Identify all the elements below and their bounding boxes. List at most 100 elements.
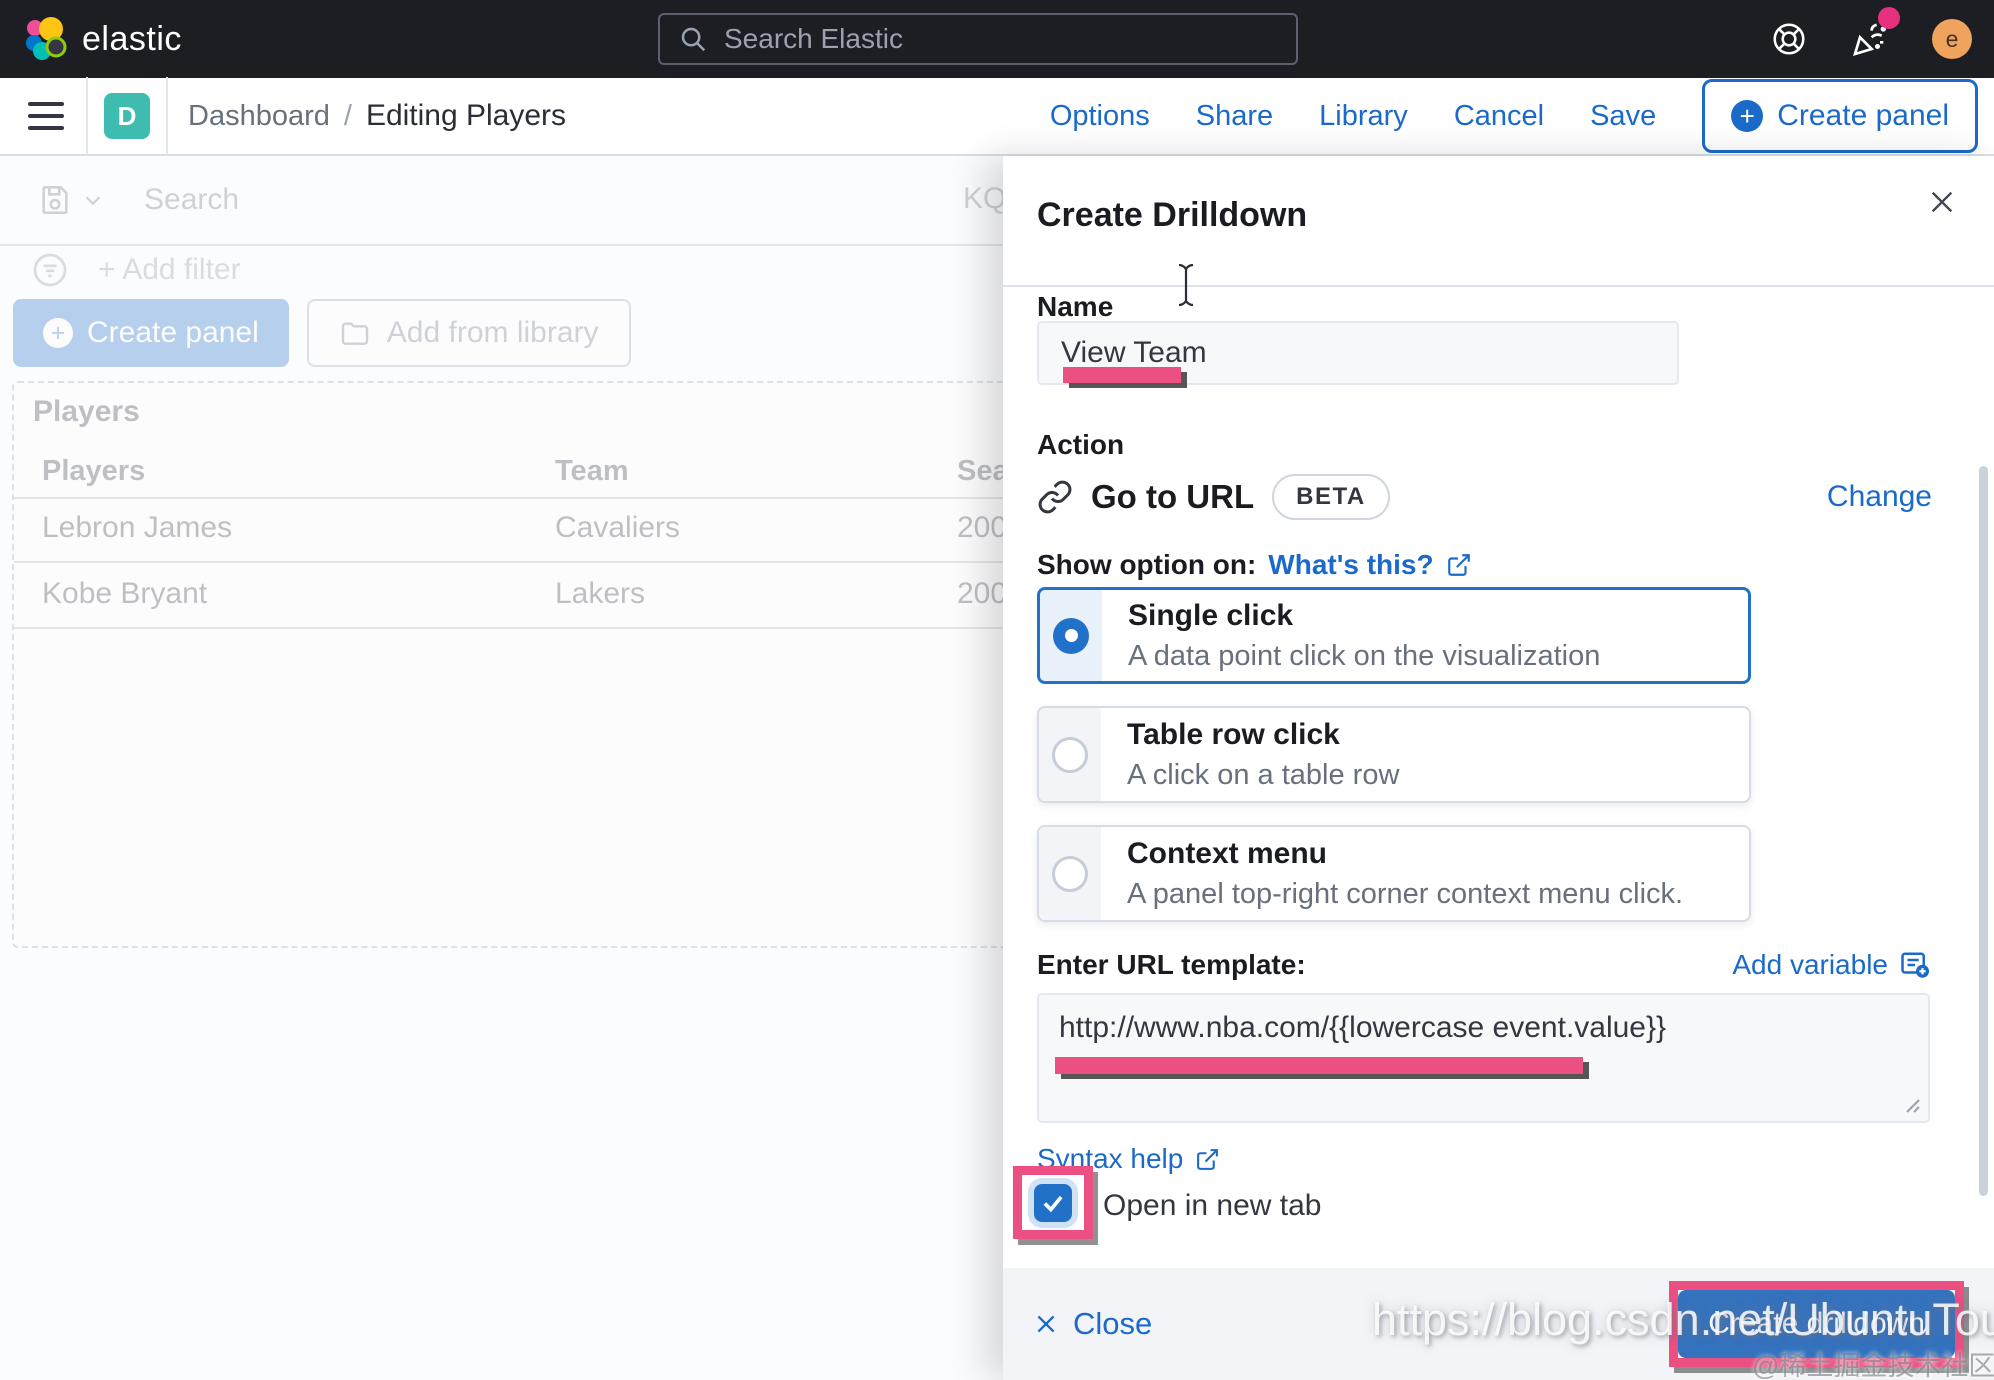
flyout-scrollbar[interactable] bbox=[1979, 466, 1988, 1196]
dashboard-badge[interactable]: D bbox=[104, 93, 150, 139]
show-option-row: Show option on: What's this? bbox=[1037, 549, 1472, 581]
search-icon bbox=[681, 27, 706, 52]
dimmed-content: Search KQ + Add filter + Create panel bbox=[0, 156, 1003, 1380]
change-action-link[interactable]: Change bbox=[1826, 480, 1932, 513]
open-new-tab-checkbox[interactable] bbox=[1034, 1183, 1072, 1222]
toolbar-actions: Options Share Library Cancel Save + Crea… bbox=[1050, 79, 1978, 153]
query-language-toggle[interactable]: KQ bbox=[963, 182, 1003, 215]
save-icon bbox=[42, 185, 68, 215]
url-template-textarea[interactable]: http://www.nba.com/{{lowercase event.val… bbox=[1037, 993, 1930, 1123]
breadcrumb-dashboard[interactable]: Dashboard bbox=[188, 99, 330, 132]
user-avatar[interactable]: e bbox=[1932, 19, 1972, 59]
action-label: Action bbox=[1037, 429, 1125, 460]
breadcrumb-current: Editing Players bbox=[365, 99, 567, 132]
radio-unselected-icon[interactable] bbox=[1052, 736, 1088, 773]
breadcrumb-separator: / bbox=[343, 99, 352, 132]
dashboard-toolbar: D Dashboard / Editing Players Options Sh… bbox=[0, 77, 1994, 156]
filter-bar: + Add filter bbox=[0, 248, 241, 292]
close-icon bbox=[1037, 1315, 1055, 1333]
external-link-icon bbox=[1197, 1148, 1219, 1170]
add-variable-link[interactable]: Add variable bbox=[1732, 949, 1930, 981]
create-panel-button[interactable]: + Create panel bbox=[1702, 79, 1978, 153]
whats-this-link[interactable]: What's this? bbox=[1268, 549, 1434, 580]
header-actions: e bbox=[1770, 0, 1972, 78]
brand: elastic bbox=[22, 16, 182, 62]
column-header-team[interactable]: Team bbox=[555, 455, 629, 487]
filter-icon bbox=[33, 253, 67, 287]
drilldown-name-input[interactable]: View Team bbox=[1037, 321, 1679, 385]
panel-title: Players bbox=[33, 395, 140, 428]
notification-dot bbox=[1878, 7, 1900, 29]
radio-unselected-icon[interactable] bbox=[1052, 855, 1088, 892]
players-panel[interactable]: Players Players Team Seas Lebron James C… bbox=[12, 381, 1003, 948]
pink-underline-annotation bbox=[1055, 1057, 1583, 1074]
close-flyout-button[interactable] bbox=[1926, 186, 1958, 218]
link-icon bbox=[1038, 480, 1072, 514]
name-value: View Team bbox=[1061, 336, 1207, 369]
elastic-logo-icon bbox=[26, 17, 67, 60]
action-row: Go to URL BETA Change bbox=[1037, 467, 1932, 527]
options-link[interactable]: Options bbox=[1049, 99, 1150, 132]
canvas-create-panel-button[interactable]: + Create panel bbox=[13, 299, 289, 367]
table-divider bbox=[14, 497, 1003, 499]
dashboard-canvas: Search KQ + Add filter + Create panel bbox=[0, 156, 1003, 1380]
show-option-label: Show option on: bbox=[1037, 549, 1257, 580]
close-icon bbox=[1931, 191, 1953, 213]
save-link[interactable]: Save bbox=[1590, 99, 1657, 132]
close-flyout-link[interactable]: Close bbox=[1033, 1306, 1152, 1342]
option-table-row-click[interactable]: Table row click A click on a table row bbox=[1037, 706, 1751, 803]
help-buoy-icon bbox=[1773, 23, 1805, 55]
column-header-season[interactable]: Seas bbox=[957, 455, 1003, 487]
check-icon bbox=[1043, 1195, 1063, 1212]
option-context-menu[interactable]: Context menu A panel top-right corner co… bbox=[1037, 825, 1751, 922]
pink-box-annotation: Create drilldown bbox=[1669, 1281, 1964, 1367]
url-template-value: http://www.nba.com/{{lowercase event.val… bbox=[1059, 1011, 1667, 1044]
hamburger-icon bbox=[28, 102, 64, 106]
table-divider bbox=[14, 561, 1003, 563]
url-template-label: Enter URL template: bbox=[1037, 949, 1306, 980]
radio-selected-icon[interactable] bbox=[1053, 617, 1089, 654]
open-new-tab-label: Open in new tab bbox=[1103, 1189, 1322, 1222]
option-single-click[interactable]: Single click A data point click on the v… bbox=[1037, 587, 1751, 684]
add-from-library-button[interactable]: Add from library bbox=[306, 299, 631, 367]
flyout-title: Create Drilldown bbox=[1037, 196, 1308, 234]
toolbar-divider bbox=[166, 77, 168, 155]
create-drilldown-button[interactable]: Create drilldown bbox=[1678, 1290, 1955, 1358]
query-input[interactable]: Search bbox=[144, 183, 240, 216]
name-label: Name bbox=[1037, 291, 1114, 322]
chevron-down-icon bbox=[85, 196, 101, 206]
url-template-row: Enter URL template: Add variable bbox=[1037, 949, 1930, 981]
nav-menu-button[interactable] bbox=[22, 96, 70, 136]
table-divider bbox=[14, 627, 1003, 629]
breadcrumb: Dashboard / Editing Players bbox=[188, 99, 566, 133]
resize-handle-icon[interactable] bbox=[1902, 1095, 1922, 1115]
column-header-players[interactable]: Players bbox=[42, 455, 146, 487]
cancel-link[interactable]: Cancel bbox=[1453, 99, 1545, 132]
brand-name: elastic bbox=[82, 19, 182, 58]
watermark-community-badge: @稀土掘金技术社区 bbox=[1752, 1351, 1994, 1380]
pink-box-annotation bbox=[1013, 1166, 1093, 1239]
watermark-url: https://blog.csdn.net/UbuntuTouch bbox=[1372, 1294, 1994, 1345]
flyout-body: Name View Team Action Go to URL BETA Cha… bbox=[1003, 287, 1994, 1268]
share-link[interactable]: Share bbox=[1195, 99, 1274, 132]
help-button[interactable] bbox=[1770, 20, 1808, 58]
avatar-initial: e bbox=[1945, 25, 1959, 52]
query-bar: Search KQ bbox=[0, 156, 1003, 246]
beta-badge: BETA bbox=[1272, 474, 1390, 520]
add-variable-icon bbox=[1901, 952, 1929, 978]
create-drilldown-flyout: Create Drilldown Name View Team Action bbox=[1003, 156, 1994, 1380]
radio-cell bbox=[1039, 708, 1101, 801]
newsfeed-button[interactable] bbox=[1850, 7, 1900, 59]
flyout-footer: Close Create drilldown bbox=[1003, 1268, 1994, 1380]
add-filter-button[interactable]: + Add filter bbox=[98, 253, 241, 286]
radio-cell bbox=[1040, 590, 1102, 681]
library-link[interactable]: Library bbox=[1319, 99, 1408, 132]
external-link-icon bbox=[1447, 554, 1470, 576]
global-search-input[interactable]: Search Elastic bbox=[658, 13, 1298, 65]
flyout-header: Create Drilldown bbox=[1003, 156, 1994, 287]
saved-query-menu[interactable] bbox=[38, 183, 104, 217]
canvas-buttons: + Create panel Add from library bbox=[13, 299, 631, 367]
action-title: Go to URL bbox=[1091, 478, 1255, 515]
global-header: elastic Search Elastic bbox=[0, 0, 1994, 78]
text-cursor-icon bbox=[1178, 263, 1194, 307]
